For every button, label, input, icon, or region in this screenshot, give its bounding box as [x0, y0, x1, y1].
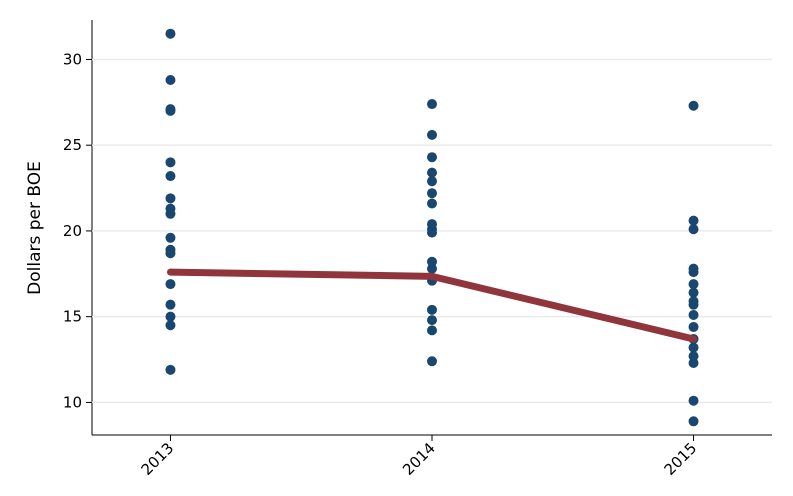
point: [688, 215, 699, 226]
point: [688, 100, 699, 111]
point: [427, 176, 437, 187]
point: [688, 224, 699, 235]
point: [427, 315, 437, 326]
point: [427, 99, 437, 110]
point: [427, 152, 437, 163]
point: [165, 232, 176, 243]
point: [427, 167, 437, 178]
point: [688, 351, 699, 362]
y-tick-label: 30: [63, 50, 82, 68]
point: [165, 311, 176, 322]
point: [165, 75, 176, 86]
point: [427, 227, 437, 238]
x-tick-label: 2013: [138, 439, 178, 479]
point: [165, 105, 176, 116]
point: [165, 208, 176, 219]
point: [688, 321, 699, 332]
point: [688, 416, 699, 427]
point: [165, 157, 176, 168]
point: [165, 320, 176, 331]
point: [427, 325, 437, 336]
point: [165, 299, 176, 310]
point: [688, 357, 699, 368]
point: [427, 129, 437, 140]
y-tick-label: 10: [63, 393, 82, 411]
y-tick-label: 25: [63, 136, 82, 154]
point: [427, 263, 437, 274]
point: [427, 188, 437, 199]
point: [688, 309, 699, 320]
x-tick-label: 2014: [399, 439, 439, 479]
point: [688, 267, 699, 278]
line: [166, 268, 698, 343]
y-tick-label: 15: [63, 308, 82, 326]
point: [688, 342, 699, 353]
point: [688, 279, 699, 290]
y-axis-label: Dollars per BOE: [25, 161, 45, 295]
point: [165, 364, 176, 375]
point: [427, 304, 437, 315]
point: [688, 395, 699, 406]
point: [165, 171, 176, 182]
point: [165, 248, 176, 259]
point: [427, 198, 437, 209]
point: [427, 356, 437, 367]
point: [165, 28, 176, 39]
point: [688, 299, 699, 310]
point: [688, 287, 699, 298]
point: [165, 193, 176, 204]
y-tick-label: 20: [63, 222, 82, 240]
point: [427, 256, 437, 267]
x-tick-label: 2015: [661, 439, 701, 479]
point: [165, 279, 176, 290]
